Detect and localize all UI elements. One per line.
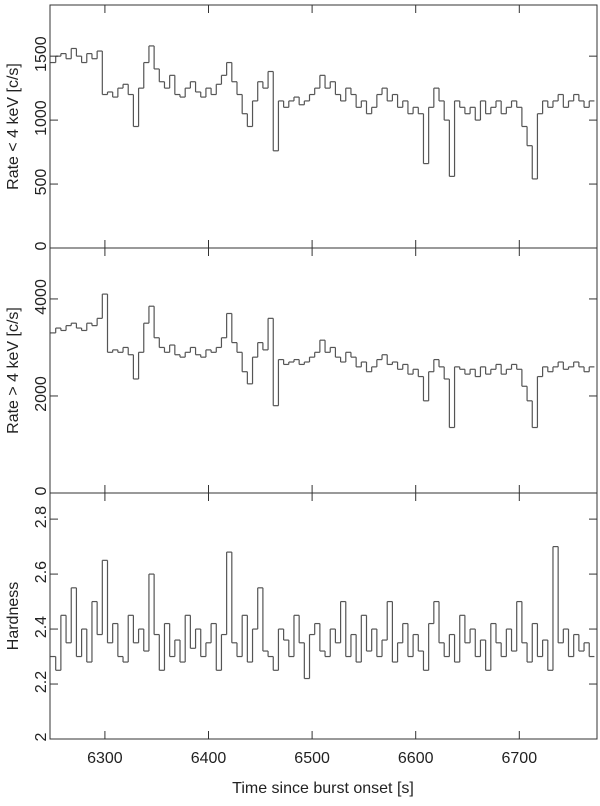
x-tick-label: 6500 — [294, 750, 330, 767]
y-tick-label: 2.6 — [33, 561, 50, 583]
y-tick-label: 2.8 — [33, 506, 50, 528]
x-axis-label: Time since burst onset [s] — [232, 780, 414, 797]
y-tick-label: 4000 — [33, 279, 50, 315]
panel-frame — [49, 492, 598, 740]
y-axis-label: Hardness — [5, 582, 22, 650]
x-tick-label: 6700 — [502, 750, 538, 767]
x-tick-label: 6600 — [398, 750, 434, 767]
x-tick-label: 6300 — [87, 750, 123, 767]
panel-frame — [49, 247, 598, 494]
y-tick-label: 2.2 — [33, 671, 50, 693]
y-axis-label: Rate > 4 keV [c/s] — [5, 307, 22, 434]
y-tick-label: 1500 — [33, 36, 50, 72]
y-tick-label: 500 — [33, 169, 50, 196]
y-tick-label: 0 — [33, 241, 50, 250]
y-axis-label: Rate < 4 keV [c/s] — [5, 63, 22, 190]
panel-frame — [49, 4, 598, 249]
y-tick-label: 0 — [33, 486, 50, 495]
x-tick-label: 6400 — [191, 750, 227, 767]
y-tick-label: 2.4 — [33, 616, 50, 638]
y-tick-label: 2000 — [33, 376, 50, 412]
y-tick-label: 2 — [33, 732, 50, 741]
y-tick-label: 1000 — [33, 100, 50, 136]
